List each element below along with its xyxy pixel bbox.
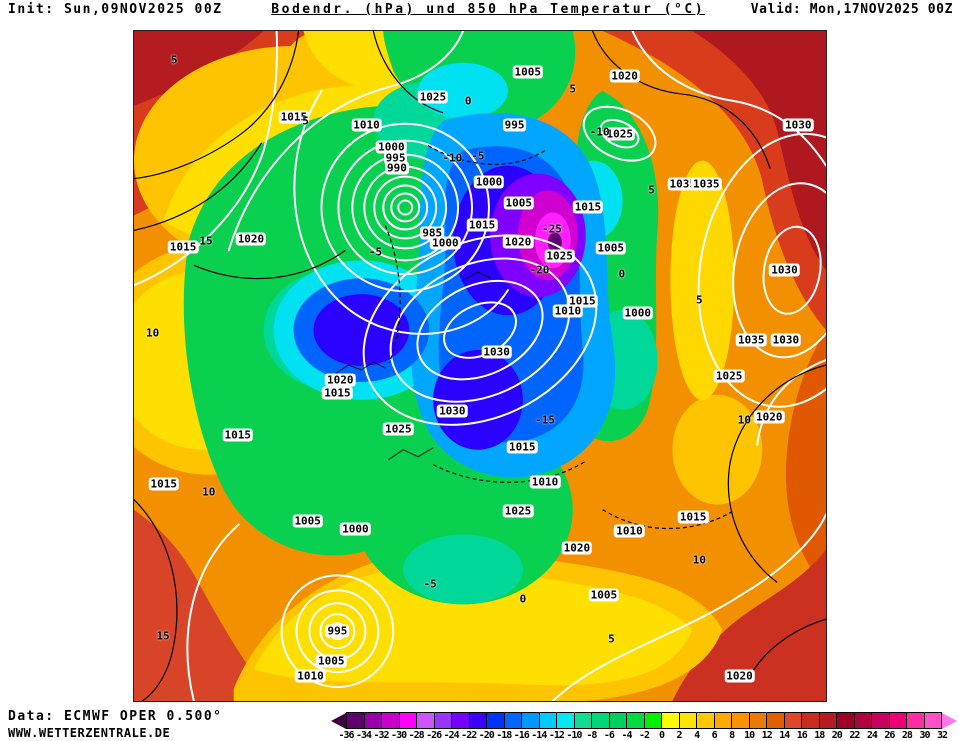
colorbar-cell <box>818 713 836 728</box>
colorbar-tick-label: 24 <box>866 730 878 741</box>
map-graphic <box>134 31 826 701</box>
colorbar-cell <box>906 713 924 728</box>
weather-map: 1025 1010 1000 995 990 985 1000 995 1005 1020 1025… <box>133 30 827 702</box>
colorbar-cells <box>346 712 942 729</box>
isotherm-contours <box>134 31 826 701</box>
colorbar-tick-label: -8 <box>586 730 597 741</box>
colorbar-tick-label: 0 <box>659 730 665 741</box>
colorbar-cell <box>503 713 521 728</box>
colorbar-tick-label: -24 <box>443 730 460 741</box>
valid-time-label: Valid: Mon,17NOV2025 00Z <box>750 2 953 17</box>
colorbar-cell <box>766 713 784 728</box>
colorbar-cell <box>748 713 766 728</box>
colorbar-tick-label: 30 <box>919 730 930 741</box>
colorbar-tick-label: 14 <box>779 730 790 741</box>
colorbar-cell <box>696 713 714 728</box>
colorbar-cell <box>661 713 679 728</box>
colorbar-cell <box>643 713 661 728</box>
colorbar-cell <box>433 713 451 728</box>
isobar-contours <box>134 31 826 701</box>
colorbar-tick-label: -14 <box>531 730 547 741</box>
colorbar-tick-label: -22 <box>461 730 477 741</box>
colorbar-tick-label: -36 <box>338 730 354 741</box>
colorbar-tick-label: 16 <box>796 730 808 741</box>
colorbar-tick-label: -34 <box>355 730 372 741</box>
colorbar-cell <box>871 713 889 728</box>
colorbar-cell <box>801 713 819 728</box>
colorbar-tick-label: -20 <box>478 730 495 741</box>
colorbar-tick-label: -6 <box>603 730 615 741</box>
colorbar-tick-label: 18 <box>814 730 825 741</box>
colorbar-tick-label: -12 <box>548 730 565 741</box>
colorbar-cell <box>538 713 556 728</box>
website-label: WWW.WETTERZENTRALE.DE <box>8 726 171 740</box>
colorbar-tick-label: 6 <box>711 730 718 741</box>
colorbar-cell <box>556 713 574 728</box>
colorbar-cell <box>347 713 364 728</box>
colorbar-row <box>331 712 957 729</box>
colorbar-tick-label: 8 <box>729 730 735 741</box>
colorbar-tick-label: 12 <box>761 730 773 741</box>
chart-title: Bodendr. (hPa) und 850 hPa Temperatur (°… <box>271 2 706 17</box>
colorbar-tick-label: -16 <box>513 730 530 741</box>
colorbar-tick-label: 10 <box>744 730 755 741</box>
colorbar-cell <box>678 713 696 728</box>
colorbar-cell <box>731 713 749 728</box>
colorbar-tick-label: 26 <box>884 730 895 741</box>
colorbar-tick-label: 2 <box>676 730 683 741</box>
colorbar-tick-label: -26 <box>426 730 442 741</box>
colorbar-tick-label: -4 <box>621 730 632 741</box>
colorbar-tick-label: 28 <box>901 730 913 741</box>
temperature-colorbar: -36 -34 -32 -30 -28 -26 -24 -22 -20 -18 -16 -14 -12-… <box>331 712 957 741</box>
colorbar-tick-label: -2 <box>638 730 650 741</box>
colorbar-tick-label: 20 <box>831 730 843 741</box>
colorbar-right-arrow-icon <box>942 712 957 729</box>
colorbar-tick-label: -10 <box>566 730 582 741</box>
colorbar-cell <box>363 713 381 728</box>
colorbar-tick-label: 32 <box>936 730 948 741</box>
colorbar-cell <box>381 713 399 728</box>
colorbar-cell <box>416 713 434 728</box>
colorbar-tick-label: 22 <box>849 730 860 741</box>
colorbar-cell <box>626 713 644 728</box>
colorbar-tick-label: -30 <box>391 730 407 741</box>
colorbar-tick-label: -32 <box>373 730 390 741</box>
init-time-label: Init: Sun,09NOV2025 00Z <box>8 2 223 17</box>
data-source-label: Data: ECMWF OPER 0.500° <box>8 709 223 724</box>
colorbar-cell <box>888 713 906 728</box>
colorbar-cell <box>591 713 609 728</box>
colorbar-cell <box>923 713 941 728</box>
colorbar-cell <box>608 713 626 728</box>
colorbar-cell <box>451 713 469 728</box>
colorbar-cell <box>468 713 486 728</box>
colorbar-tick-label: 4 <box>694 730 700 741</box>
colorbar-cell <box>836 713 854 728</box>
colorbar-tick-label: -18 <box>496 730 512 741</box>
colorbar-cell <box>713 713 731 728</box>
colorbar-left-arrow-icon <box>331 712 346 729</box>
temperature-field <box>134 31 826 701</box>
colorbar-tick-label: -28 <box>408 730 425 741</box>
colorbar-cell <box>398 713 416 728</box>
colorbar-cell <box>521 713 539 728</box>
colorbar-cell <box>486 713 504 728</box>
colorbar-cell <box>573 713 591 728</box>
colorbar-cell <box>783 713 801 728</box>
colorbar-cell <box>853 713 871 728</box>
colorbar-ticks: -36 -34 -32 -30 -28 -26 -24 -22 -20 -18 -16 -14 -12-… <box>338 730 948 741</box>
